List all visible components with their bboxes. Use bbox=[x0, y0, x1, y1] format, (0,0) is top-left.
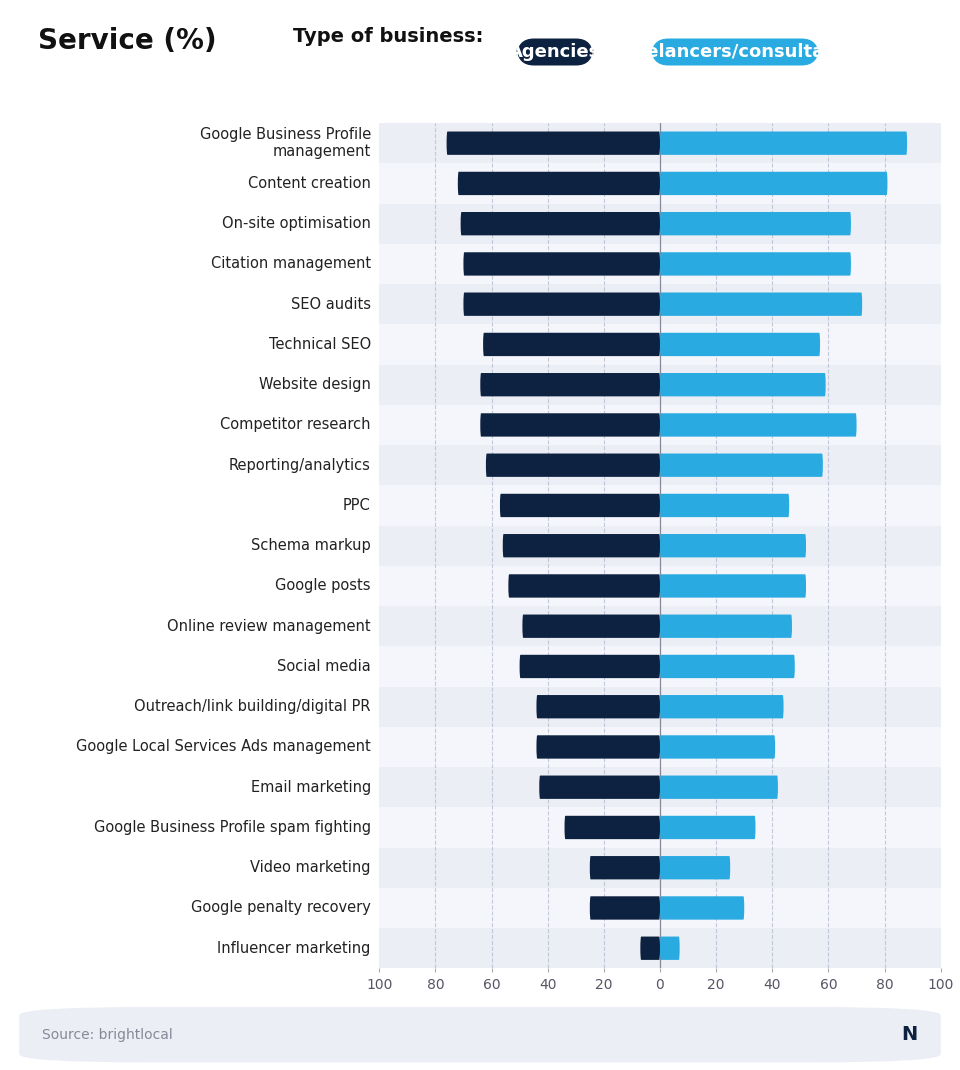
FancyBboxPatch shape bbox=[464, 253, 660, 276]
Bar bbox=[379, 324, 941, 365]
Bar bbox=[379, 767, 941, 808]
FancyBboxPatch shape bbox=[458, 172, 660, 195]
FancyBboxPatch shape bbox=[503, 534, 660, 557]
Bar bbox=[379, 566, 941, 606]
FancyBboxPatch shape bbox=[589, 856, 660, 880]
FancyBboxPatch shape bbox=[660, 292, 862, 316]
Bar bbox=[379, 727, 941, 767]
FancyBboxPatch shape bbox=[19, 1007, 941, 1063]
Text: N: N bbox=[901, 1025, 918, 1044]
FancyBboxPatch shape bbox=[660, 776, 778, 799]
FancyBboxPatch shape bbox=[660, 132, 907, 155]
FancyBboxPatch shape bbox=[660, 936, 680, 960]
FancyBboxPatch shape bbox=[660, 856, 731, 880]
Bar bbox=[379, 123, 941, 164]
FancyBboxPatch shape bbox=[537, 696, 660, 718]
Text: Source: brightlocal: Source: brightlocal bbox=[42, 1027, 173, 1042]
FancyBboxPatch shape bbox=[461, 212, 660, 235]
FancyBboxPatch shape bbox=[537, 735, 660, 759]
Bar bbox=[379, 847, 941, 888]
FancyBboxPatch shape bbox=[464, 292, 660, 316]
FancyBboxPatch shape bbox=[660, 614, 792, 638]
FancyBboxPatch shape bbox=[516, 39, 593, 65]
Bar bbox=[379, 928, 941, 968]
Bar bbox=[379, 687, 941, 727]
FancyBboxPatch shape bbox=[483, 333, 660, 356]
Bar bbox=[379, 445, 941, 486]
Bar bbox=[379, 244, 941, 284]
Text: Service (%): Service (%) bbox=[38, 27, 217, 55]
FancyBboxPatch shape bbox=[660, 253, 851, 276]
FancyBboxPatch shape bbox=[509, 575, 660, 598]
FancyBboxPatch shape bbox=[522, 614, 660, 638]
Bar bbox=[379, 606, 941, 646]
Bar bbox=[379, 203, 941, 244]
FancyBboxPatch shape bbox=[640, 936, 660, 960]
FancyBboxPatch shape bbox=[660, 333, 820, 356]
FancyBboxPatch shape bbox=[564, 815, 660, 839]
FancyBboxPatch shape bbox=[480, 413, 660, 437]
FancyBboxPatch shape bbox=[660, 815, 756, 839]
Bar bbox=[379, 888, 941, 928]
FancyBboxPatch shape bbox=[660, 735, 775, 759]
Text: Agencies: Agencies bbox=[510, 43, 601, 61]
Text: Freelancers/consultants: Freelancers/consultants bbox=[614, 43, 856, 61]
FancyBboxPatch shape bbox=[486, 454, 660, 477]
Bar bbox=[379, 164, 941, 203]
FancyBboxPatch shape bbox=[660, 413, 856, 437]
FancyBboxPatch shape bbox=[660, 575, 806, 598]
Bar bbox=[379, 525, 941, 566]
Text: Type of business:: Type of business: bbox=[293, 27, 483, 46]
FancyBboxPatch shape bbox=[660, 897, 744, 919]
FancyBboxPatch shape bbox=[651, 39, 819, 65]
FancyBboxPatch shape bbox=[660, 172, 887, 195]
Bar bbox=[379, 486, 941, 525]
Bar bbox=[379, 404, 941, 445]
Bar bbox=[379, 808, 941, 847]
FancyBboxPatch shape bbox=[660, 534, 806, 557]
Bar bbox=[379, 365, 941, 404]
FancyBboxPatch shape bbox=[660, 373, 826, 396]
FancyBboxPatch shape bbox=[589, 897, 660, 919]
FancyBboxPatch shape bbox=[660, 493, 789, 517]
FancyBboxPatch shape bbox=[519, 655, 660, 678]
FancyBboxPatch shape bbox=[660, 212, 851, 235]
Bar bbox=[379, 646, 941, 687]
FancyBboxPatch shape bbox=[500, 493, 660, 517]
FancyBboxPatch shape bbox=[660, 655, 795, 678]
FancyBboxPatch shape bbox=[540, 776, 660, 799]
Bar bbox=[379, 284, 941, 324]
FancyBboxPatch shape bbox=[446, 132, 660, 155]
FancyBboxPatch shape bbox=[480, 373, 660, 396]
FancyBboxPatch shape bbox=[660, 696, 783, 718]
FancyBboxPatch shape bbox=[660, 454, 823, 477]
